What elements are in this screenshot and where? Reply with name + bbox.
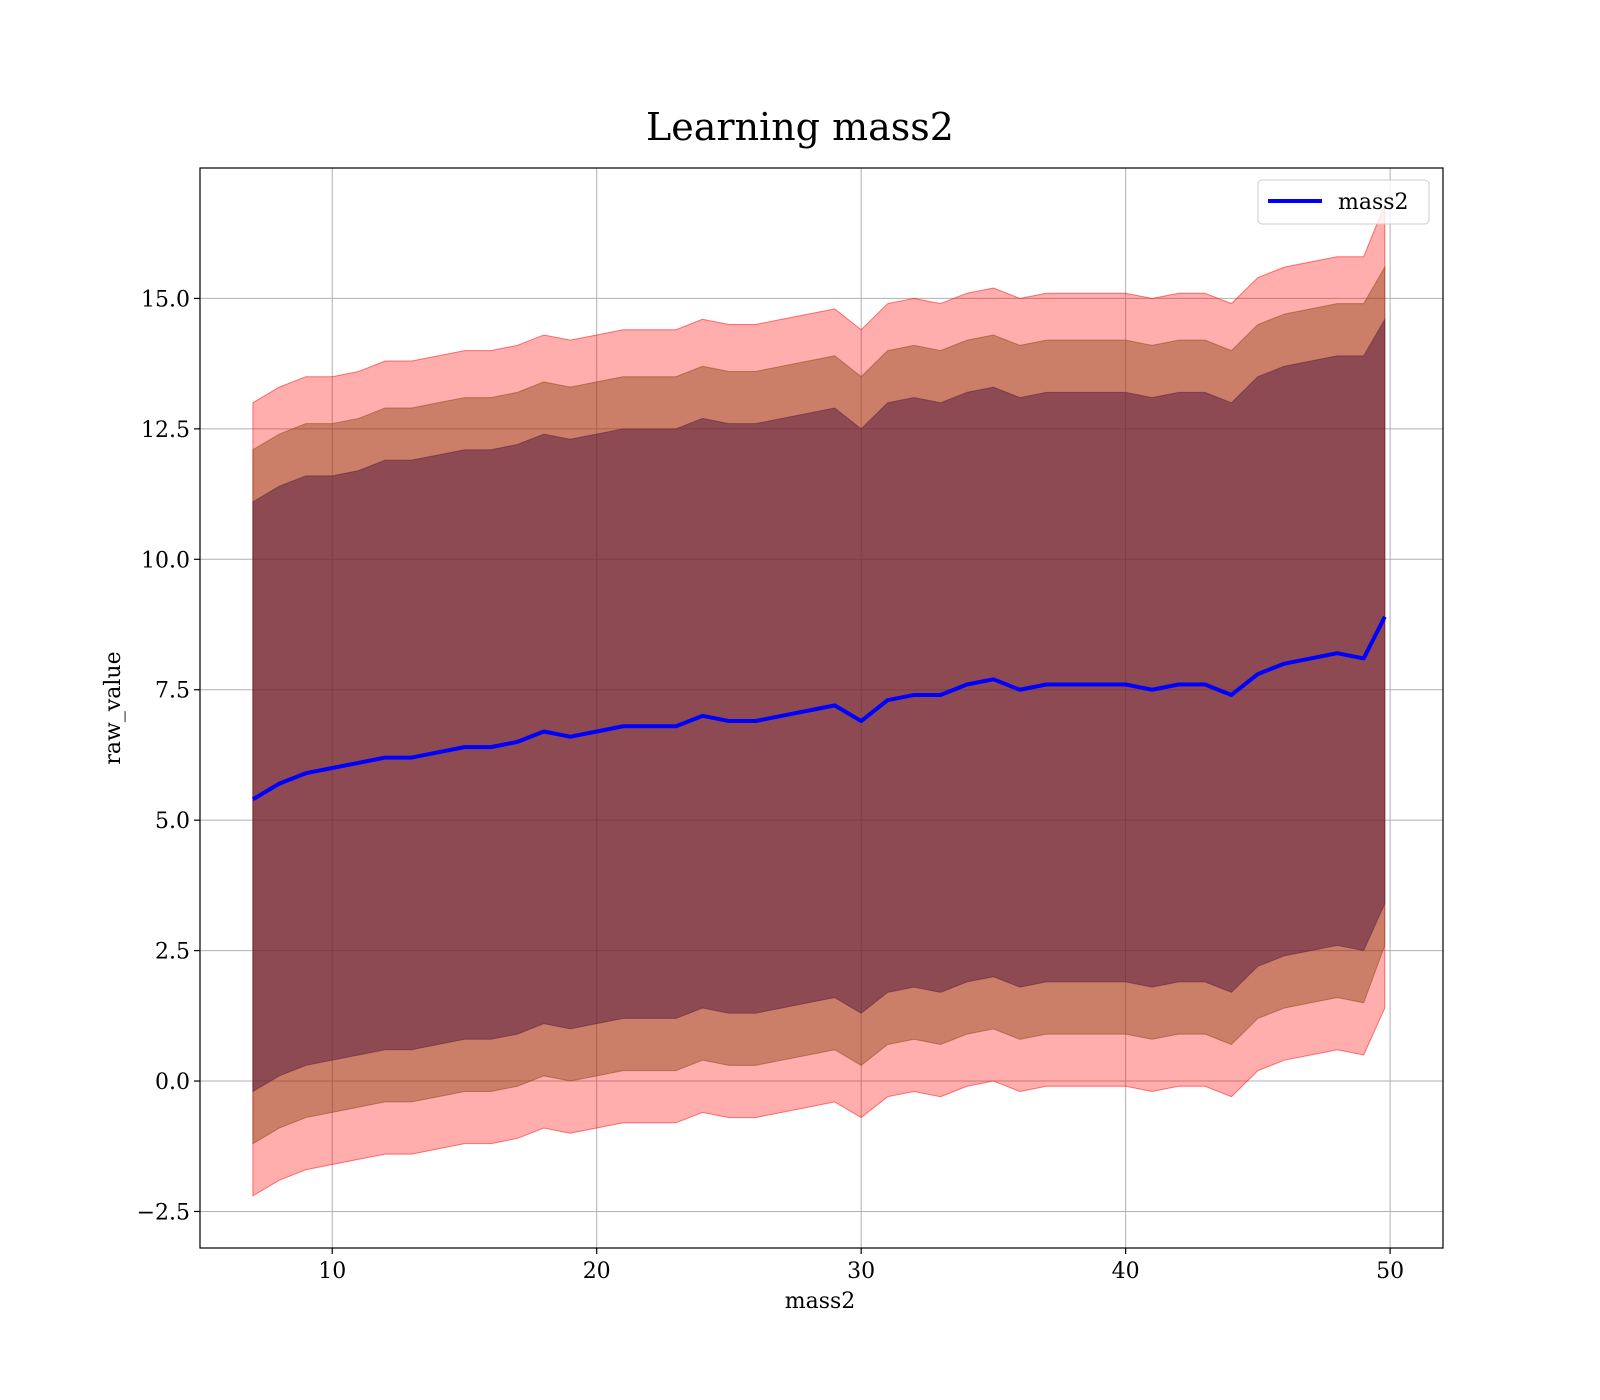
y-tick-label-6: 12.5 [141, 418, 190, 443]
y-tick-label-0: −2.5 [137, 1200, 190, 1225]
y-tick-label-2: 2.5 [155, 940, 190, 965]
band-inner [252, 317, 1386, 1093]
series-line-mass2 [251, 615, 1387, 802]
x-tick-label-3: 40 [1112, 1259, 1140, 1284]
x-axis-label: mass2 [785, 1289, 856, 1314]
y-tick-label-5: 10.0 [141, 548, 190, 573]
y-tick-label-1: 0.0 [155, 1070, 190, 1095]
chart-title: Learning mass2 [646, 105, 954, 149]
legend-box [1257, 179, 1430, 225]
x-tick-label-0: 10 [318, 1259, 346, 1284]
x-tick-label-2: 30 [847, 1259, 875, 1284]
y-tick-label-3: 5.0 [155, 809, 190, 834]
y-tick-label-4: 7.5 [155, 679, 190, 704]
legend-entry-mass2: mass2 [1338, 190, 1409, 215]
plot-area: 10 20 30 40 50 −2.5 0.0 2.5 5.0 7.5 10.0 12.5 15.0 [137, 167, 1444, 1284]
x-tick-label-1: 20 [583, 1259, 611, 1284]
x-tick-label-4: 50 [1376, 1259, 1404, 1284]
axes-frame [199, 167, 1444, 1249]
legend: mass2 [1257, 179, 1430, 225]
y-tick-label-7: 15.0 [141, 287, 190, 312]
y-axis-label: raw_value [101, 651, 126, 764]
